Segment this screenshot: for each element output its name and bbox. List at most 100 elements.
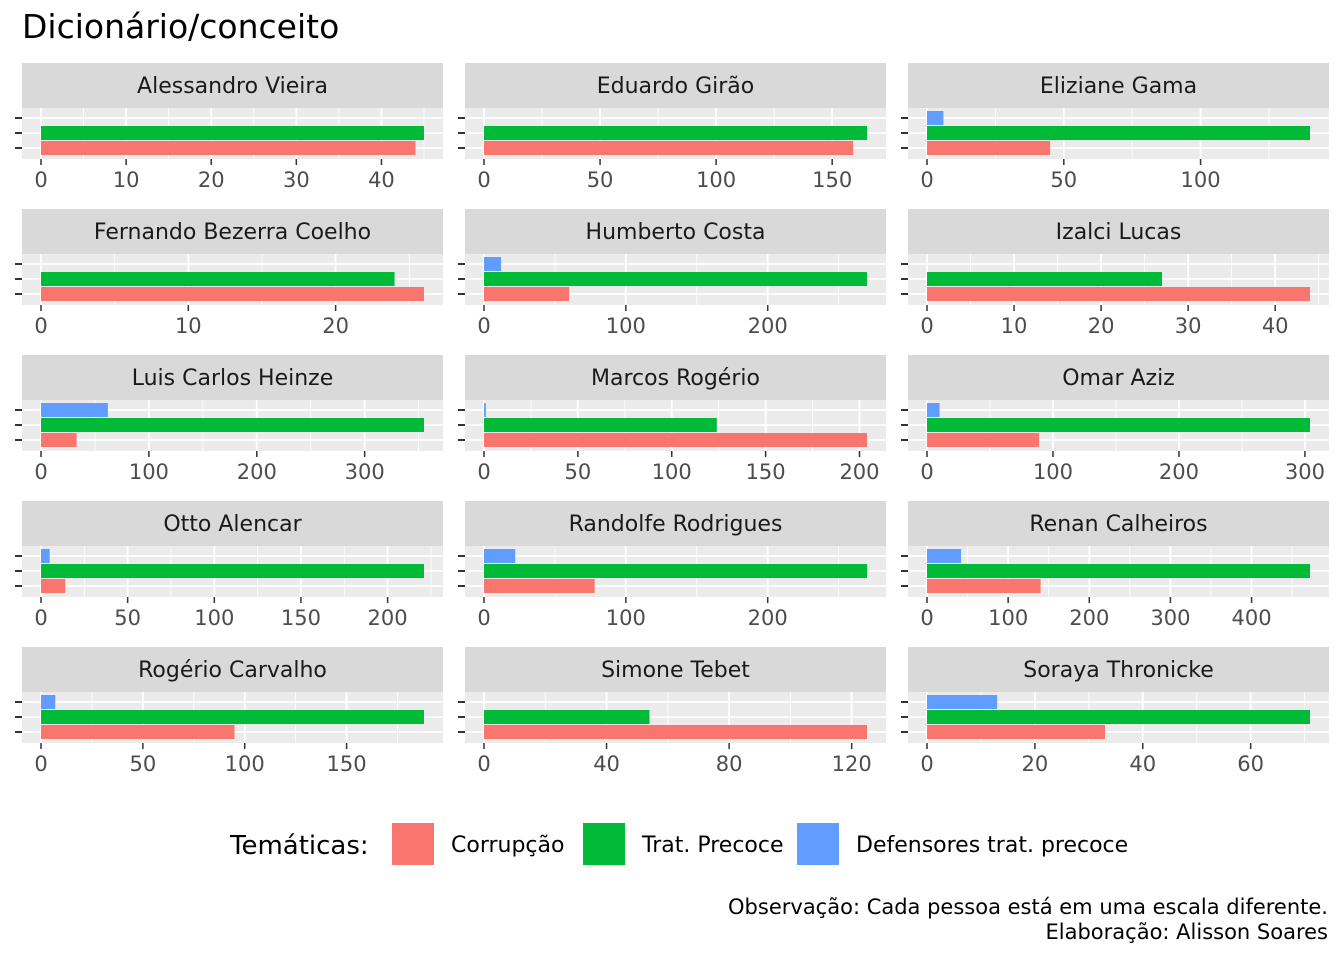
- bar-trat-precoce: [41, 126, 424, 140]
- facet-strip: [22, 355, 443, 400]
- panel-fernando-bezerra-coelho: Fernando Bezerra Coelho 0 10 20: [15, 209, 443, 338]
- x-tick-label: 0: [920, 168, 933, 192]
- x-tick-label: 100: [606, 606, 646, 630]
- bar-defensores-trat-precoce: [927, 111, 944, 125]
- facet-strip: [465, 209, 886, 254]
- x-tick-label: 150: [746, 460, 786, 484]
- facet-strip: [22, 647, 443, 692]
- bar-defensores-trat-precoce: [41, 695, 56, 709]
- x-tick-label: 100: [606, 314, 646, 338]
- bar-corrupcao: [927, 725, 1106, 739]
- panel-renan-calheiros: Renan Calheiros 0 100 200 300 400: [901, 501, 1329, 630]
- x-tick-label: 50: [565, 460, 592, 484]
- x-tick-label: 50: [129, 752, 156, 776]
- panel-otto-alencar: Otto Alencar 0 50 100 150 200: [15, 501, 443, 630]
- bar-trat-precoce: [41, 564, 424, 578]
- bar-corrupcao: [484, 725, 867, 739]
- x-tick-label: 0: [34, 606, 47, 630]
- x-tick-label: 0: [477, 168, 490, 192]
- x-tick-label: 0: [477, 752, 490, 776]
- x-tick-label: 30: [283, 168, 310, 192]
- bar-corrupcao: [41, 287, 424, 301]
- panel-luis-carlos-heinze: Luis Carlos Heinze 0 100 200 300: [15, 355, 443, 484]
- bar-corrupcao: [927, 579, 1041, 593]
- x-tick-label: 0: [920, 606, 933, 630]
- facet-strip: [465, 63, 886, 108]
- facet-strip-label: Eduardo Girão: [597, 74, 755, 99]
- bar-corrupcao: [484, 579, 595, 593]
- x-tick-label: 300: [345, 460, 385, 484]
- bar-corrupcao: [484, 433, 867, 447]
- facet-strip-label: Humberto Costa: [586, 220, 766, 245]
- facet-strip-label: Soraya Thronicke: [1023, 658, 1214, 683]
- x-tick-label: 50: [1050, 168, 1077, 192]
- x-tick-label: 200: [748, 606, 788, 630]
- bar-defensores-trat-precoce: [927, 403, 940, 417]
- facet-strip-label: Marcos Rogério: [591, 366, 760, 391]
- x-tick-label: 20: [322, 314, 349, 338]
- bar-defensores-trat-precoce: [484, 549, 516, 563]
- x-tick-label: 100: [988, 606, 1028, 630]
- bar-trat-precoce: [484, 272, 867, 286]
- x-tick-label: 150: [812, 168, 852, 192]
- x-tick-label: 100: [652, 460, 692, 484]
- facet-strip: [908, 501, 1329, 546]
- x-tick-label: 0: [920, 460, 933, 484]
- bar-corrupcao: [484, 287, 570, 301]
- x-tick-label: 40: [1262, 314, 1289, 338]
- bar-corrupcao: [927, 141, 1051, 155]
- x-tick-label: 0: [34, 460, 47, 484]
- bar-trat-precoce: [927, 418, 1310, 432]
- x-tick-label: 100: [1033, 460, 1073, 484]
- bar-defensores-trat-precoce: [927, 695, 998, 709]
- legend-key-corrupcao: [392, 823, 434, 865]
- facet-strip-label: Alessandro Vieira: [137, 74, 328, 99]
- x-tick-label: 50: [587, 168, 614, 192]
- panel-humberto-costa: Humberto Costa 0 100 200: [458, 209, 886, 338]
- facet-strip: [465, 355, 886, 400]
- facet-strip-label: Otto Alencar: [163, 512, 302, 537]
- panel-soraya-thronicke: Soraya Thronicke 0 20 40 60: [901, 647, 1329, 776]
- x-tick-label: 300: [1285, 460, 1325, 484]
- x-tick-label: 50: [114, 606, 141, 630]
- bar-trat-precoce: [41, 272, 395, 286]
- facet-strip-label: Luis Carlos Heinze: [132, 366, 334, 391]
- x-tick-label: 40: [368, 168, 395, 192]
- x-tick-label: 40: [593, 752, 620, 776]
- x-tick-label: 20: [198, 168, 225, 192]
- facet-strip-label: Fernando Bezerra Coelho: [94, 220, 371, 245]
- panel-izalci-lucas: Izalci Lucas 0 10 20 30 40: [901, 209, 1329, 338]
- bar-trat-precoce: [41, 710, 424, 724]
- facet-strip-label: Eliziane Gama: [1040, 74, 1197, 99]
- x-tick-label: 200: [839, 460, 879, 484]
- facet-strip-label: Omar Aziz: [1062, 366, 1175, 391]
- bar-trat-precoce: [484, 710, 650, 724]
- facet-panels: Alessandro Vieira 0 10 20 30 40 Eduardo Girão 0…: [15, 63, 1329, 776]
- x-tick-label: 0: [477, 460, 490, 484]
- x-tick-label: 40: [1129, 752, 1156, 776]
- bar-defensores-trat-precoce: [41, 549, 50, 563]
- bar-corrupcao: [41, 579, 66, 593]
- facet-strip-label: Renan Calheiros: [1029, 512, 1207, 537]
- bar-trat-precoce: [484, 418, 717, 432]
- bar-defensores-trat-precoce: [484, 403, 486, 417]
- x-tick-label: 30: [1175, 314, 1202, 338]
- panel-omar-aziz: Omar Aziz 0 100 200 300: [901, 355, 1329, 484]
- x-tick-label: 200: [748, 314, 788, 338]
- x-tick-label: 20: [1088, 314, 1115, 338]
- facet-strip-label: Izalci Lucas: [1056, 220, 1182, 245]
- legend-key-defensores: [797, 823, 839, 865]
- bar-trat-precoce: [41, 418, 424, 432]
- facet-strip: [908, 209, 1329, 254]
- x-tick-label: 0: [34, 314, 47, 338]
- x-tick-label: 100: [225, 752, 265, 776]
- bar-corrupcao: [41, 433, 77, 447]
- x-tick-label: 10: [1001, 314, 1028, 338]
- x-tick-label: 300: [1150, 606, 1190, 630]
- panel-marcos-rogerio: Marcos Rogério 0 50 100 150 200: [458, 355, 886, 484]
- caption-line-1: Observação: Cada pessoa está em uma esca…: [728, 895, 1328, 919]
- x-tick-label: 100: [1181, 168, 1221, 192]
- x-tick-label: 100: [129, 460, 169, 484]
- legend-label-corrupcao: Corrupção: [451, 833, 564, 858]
